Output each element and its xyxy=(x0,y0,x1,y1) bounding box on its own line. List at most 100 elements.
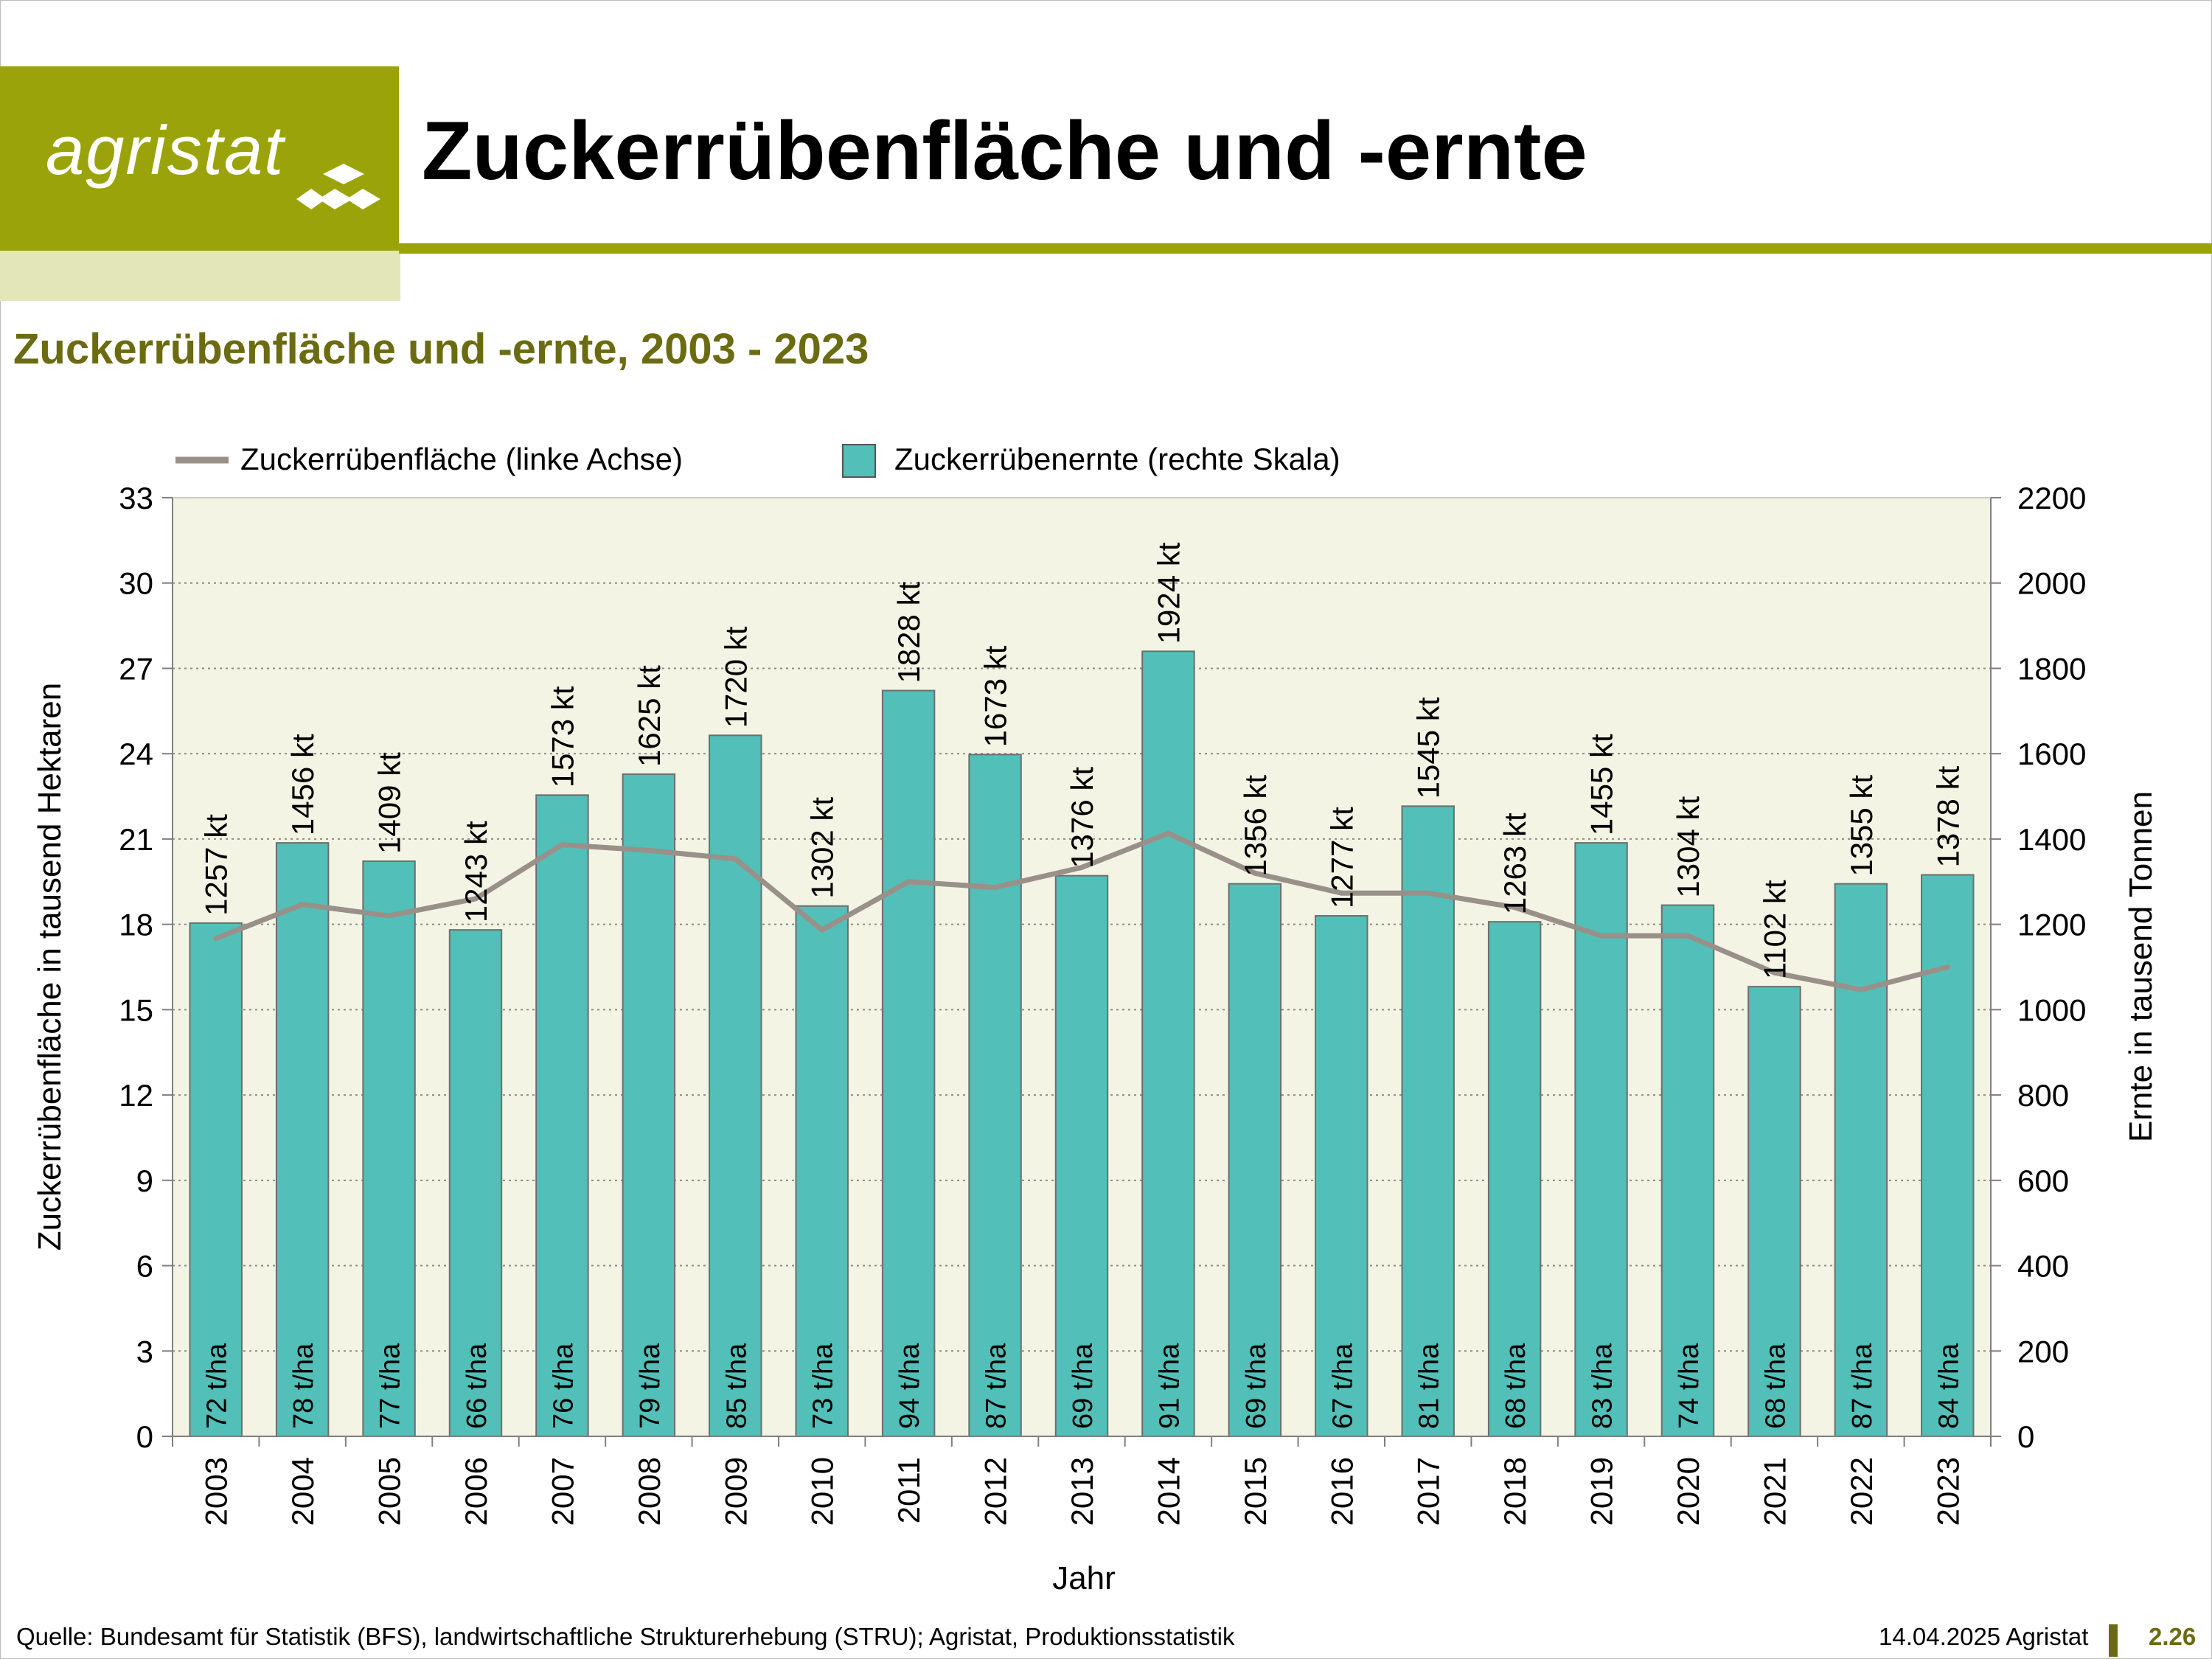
bar-top-label: 1304 kt xyxy=(1671,796,1705,897)
source-note: Quelle: Bundesamt für Statistik (BFS), l… xyxy=(16,1623,1235,1650)
line-point xyxy=(1425,890,1431,896)
bar xyxy=(1921,874,1975,1437)
right-tick-label: 2000 xyxy=(2017,566,2086,601)
bar-top-label: 1356 kt xyxy=(1238,775,1273,877)
bar-inner-label: 74 t/ha xyxy=(1674,1343,1705,1429)
bar xyxy=(1315,915,1368,1437)
x-tick-label: 2008 xyxy=(632,1457,667,1526)
bar xyxy=(275,842,330,1437)
line-point xyxy=(905,879,911,885)
x-axis-title: Jahr xyxy=(1052,1560,1116,1596)
x-tick-label: 2020 xyxy=(1671,1457,1705,1526)
line-point xyxy=(1165,830,1171,836)
x-tick-label: 2021 xyxy=(1757,1457,1792,1526)
bar-top-label: 1573 kt xyxy=(545,686,580,787)
footer-divider xyxy=(2109,1624,2118,1657)
right-tick-label: 1000 xyxy=(2017,992,2086,1027)
legend-bar-label: Zuckerrübenernte (rechte Skala) xyxy=(894,442,1340,476)
bar-inner-label: 84 t/ha xyxy=(1933,1343,1964,1429)
x-tick-label: 2018 xyxy=(1498,1457,1532,1526)
left-tick-label: 30 xyxy=(119,566,153,601)
bar-inner-label: 83 t/ha xyxy=(1587,1343,1618,1429)
x-tick-label: 2005 xyxy=(372,1457,407,1526)
bar xyxy=(881,689,936,1437)
chart-area: 0 3 6 9 12 15 18 21 24 27 30 33 0 200 400 600 800 1000 120… xyxy=(32,442,2159,1596)
bar xyxy=(1054,874,1109,1438)
x-tick-label: 2014 xyxy=(1151,1457,1186,1526)
y-axis-right-title: Ernte in tausend Tonnen xyxy=(2123,791,2159,1142)
chart-title: Zuckerrübenfläche und -ernte, 2003 - 202… xyxy=(13,325,869,373)
legend-bar-swatch xyxy=(842,444,876,478)
bar xyxy=(1228,883,1282,1437)
left-tick-label: 0 xyxy=(136,1419,153,1454)
x-tick-label: 2017 xyxy=(1411,1457,1446,1526)
bar-top-label: 1355 kt xyxy=(1844,775,1879,877)
bar-inner-label: 94 t/ha xyxy=(894,1343,925,1429)
bar-top-label: 1673 kt xyxy=(978,645,1013,747)
x-tick-label: 2019 xyxy=(1585,1457,1619,1526)
x-tick-label: 2009 xyxy=(718,1457,753,1526)
line-point xyxy=(1858,987,1864,992)
line-series xyxy=(213,830,1950,992)
x-tick-label: 2022 xyxy=(1844,1457,1879,1526)
line-point xyxy=(1685,933,1691,939)
x-tick-label: 2013 xyxy=(1065,1457,1099,1526)
logo-text: agristat xyxy=(46,111,285,189)
bar-inner-label: 81 t/ha xyxy=(1414,1343,1445,1429)
left-tick-label: 9 xyxy=(136,1164,153,1198)
x-tick-label: 2016 xyxy=(1324,1457,1359,1526)
line-point xyxy=(473,896,479,902)
line-point xyxy=(819,927,825,933)
bar-inner-label: 91 t/ha xyxy=(1154,1343,1185,1429)
bar-inner-label: 68 t/ha xyxy=(1760,1343,1791,1429)
data-labels: 1257 kt 72 t/ha 1456 kt 78 t/ha 1409 kt 77 t/… xyxy=(199,542,1966,1429)
x-tick-label: 2015 xyxy=(1238,1457,1273,1526)
footer-date: 14.04.2025 Agristat xyxy=(1879,1623,2089,1650)
line-point xyxy=(1079,864,1085,870)
line-point xyxy=(299,902,305,908)
x-tick-label: 2012 xyxy=(978,1457,1013,1526)
right-tick-label: 200 xyxy=(2017,1334,2069,1368)
bar-inner-label: 69 t/ha xyxy=(1241,1343,1272,1429)
bar-inner-label: 87 t/ha xyxy=(981,1343,1012,1429)
right-tick-label: 1600 xyxy=(2017,737,2086,771)
bar-inner-label: 73 t/ha xyxy=(808,1343,839,1429)
line-point xyxy=(213,936,219,942)
bar-top-label: 1243 kt xyxy=(459,821,493,922)
bar xyxy=(622,773,676,1438)
logo-diamond-icon xyxy=(296,164,380,209)
bar xyxy=(1574,842,1628,1437)
bar-inner-label: 67 t/ha xyxy=(1327,1343,1358,1429)
bar xyxy=(1487,921,1542,1437)
bar-series xyxy=(189,650,1975,1438)
right-tick-label: 600 xyxy=(2017,1164,2069,1198)
right-tick-label: 2200 xyxy=(2017,481,2086,515)
line-point xyxy=(732,856,738,862)
bar-top-label: 1378 kt xyxy=(1930,765,1965,867)
bar-top-label: 1456 kt xyxy=(285,734,320,835)
bar-top-label: 1263 kt xyxy=(1498,813,1532,914)
y-axis-left-title: Zuckerrübenfläche in tausend Hektaren xyxy=(32,683,68,1251)
bar-top-label: 1302 kt xyxy=(805,797,840,899)
right-tick-label: 1400 xyxy=(2017,822,2086,857)
line-point xyxy=(386,913,392,919)
bar xyxy=(1141,650,1195,1437)
bar-top-label: 1409 kt xyxy=(372,752,407,854)
bar-top-label: 1277 kt xyxy=(1324,807,1359,908)
x-tick-label: 2004 xyxy=(285,1457,320,1526)
page-number: 2.26 xyxy=(2149,1623,2197,1650)
bar-inner-label: 72 t/ha xyxy=(202,1343,233,1429)
bar xyxy=(795,905,849,1437)
bar-inner-label: 68 t/ha xyxy=(1500,1343,1531,1429)
bar xyxy=(709,734,762,1437)
bar-inner-label: 87 t/ha xyxy=(1847,1343,1878,1429)
x-tick-label: 2006 xyxy=(459,1457,493,1526)
line-point xyxy=(992,884,998,890)
bar-top-label: 1924 kt xyxy=(1151,542,1186,644)
line-point xyxy=(1771,970,1777,975)
left-tick-label: 21 xyxy=(119,822,153,857)
right-tick-label: 1200 xyxy=(2017,908,2086,942)
line-point xyxy=(646,847,652,853)
bar-top-label: 1376 kt xyxy=(1065,767,1099,869)
bar-inner-label: 66 t/ha xyxy=(462,1343,493,1429)
